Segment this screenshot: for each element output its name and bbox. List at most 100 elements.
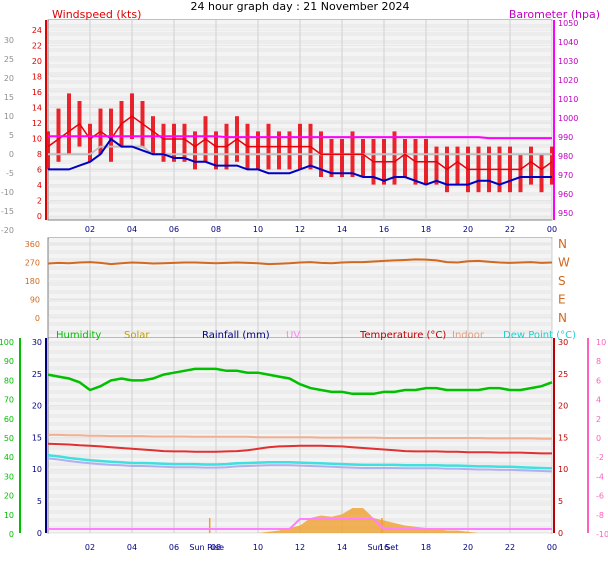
direction-tick-label: 0 [35, 314, 40, 323]
wind-tick-label: 22 [32, 42, 42, 51]
temp-tick-label: 15 [558, 433, 568, 442]
solar-label: Solar [124, 330, 150, 341]
compass-label: E [558, 293, 566, 307]
dewpoint-line [47, 454, 553, 470]
rain-tick-label: 15 [32, 433, 42, 442]
apparent-temperature-line [47, 457, 553, 473]
rain-tick-label: 10 [32, 465, 42, 474]
x-tick-label: 00 [547, 543, 557, 552]
wind-tick-label: 12 [32, 119, 42, 128]
wind-tick-label: 20 [32, 57, 42, 66]
wind-axis-label: Windspeed (kts) [52, 8, 141, 21]
pressure-axis-label: Barometer (hpa) [509, 8, 600, 21]
x-tick-label: 02 [85, 225, 95, 234]
rain-tick-label: 20 [32, 402, 42, 411]
wind-tick-label: 2 [37, 197, 42, 206]
uv-label: UV [286, 330, 300, 341]
outer-y-tick-label: 0 [9, 150, 14, 159]
x-tick-label: 06 [169, 543, 179, 552]
rain-tick-label: 5 [37, 497, 42, 506]
uv-tick-label: -10 [596, 530, 608, 539]
uv-tick-label: 2 [596, 415, 601, 424]
pressure-tick-label: 1030 [558, 57, 578, 66]
x-tick-label: 16 [379, 225, 389, 234]
pressure-tick-label: 990 [558, 133, 573, 142]
temperature-line [47, 442, 552, 455]
outer-y-tick-label: -10 [1, 188, 14, 197]
uv-tick-label: 6 [596, 376, 601, 385]
humidity-tick-label: 90 [4, 357, 14, 366]
compass-label: W [558, 256, 570, 270]
temp-tick-label: 5 [558, 497, 563, 506]
pressure-tick-label: 1010 [558, 95, 578, 104]
wind-tick-label: 24 [32, 26, 42, 35]
uv-tick-label: -4 [596, 472, 604, 481]
direction-tick-label: 270 [25, 259, 40, 268]
humidity-tick-label: 50 [4, 434, 14, 443]
outer-y-tick-label: 30 [4, 36, 14, 45]
dewpoint-label: Dew Point (°C) [503, 330, 576, 341]
humidity-label: Humidity [56, 330, 101, 341]
pressure-tick-label: 980 [558, 152, 573, 161]
compass-label: N [558, 311, 567, 325]
x-tick-label: 18 [421, 225, 431, 234]
uv-tick-label: 4 [596, 396, 601, 405]
pressure-tick-label: 1040 [558, 38, 578, 47]
wind-tick-label: 10 [32, 135, 42, 144]
indoor-label: Indoor [452, 330, 485, 341]
outer-y-tick-label: 20 [4, 74, 14, 83]
x-tick-label: 02 [85, 543, 95, 552]
outer-y-tick-label: -5 [6, 169, 14, 178]
humidity-tick-label: 20 [4, 492, 14, 501]
x-tick-label: 18 [421, 543, 431, 552]
compass-label: N [558, 237, 567, 251]
wind-tick-label: 8 [37, 150, 42, 159]
humidity-tick-label: 60 [4, 415, 14, 424]
rainfall-label: Rainfall (mm) [202, 330, 270, 341]
wind-direction-line [47, 258, 553, 266]
uv-tick-label: -8 [596, 511, 604, 520]
x-tick-label: 04 [127, 543, 137, 552]
uv-tick-label: 0 [596, 434, 601, 443]
outer-y-tick-label: -20 [1, 226, 14, 235]
pressure-tick-label: 950 [558, 209, 573, 218]
wind-tick-label: 14 [32, 104, 42, 113]
humidity-tick-label: 100 [0, 338, 14, 347]
x-tick-label: 00 [547, 225, 557, 234]
temperature-label: Temperature (°C) [359, 330, 446, 341]
outer-y-tick-label: 10 [4, 112, 14, 121]
temp-tick-label: 20 [558, 402, 568, 411]
x-tick-label: 04 [127, 225, 137, 234]
x-tick-label: 10 [253, 543, 263, 552]
uv-line [48, 518, 552, 530]
outer-y-tick-label: 15 [4, 93, 14, 102]
humidity-line [47, 367, 553, 396]
pressure-tick-label: 1050 [558, 19, 578, 28]
temp-tick-label: 25 [558, 370, 568, 379]
compass-label: S [558, 274, 566, 288]
chart-title: 24 hour graph day : 21 November 2024 [190, 0, 409, 13]
humidity-tick-label: 80 [4, 376, 14, 385]
humidity-tick-label: 30 [4, 472, 14, 481]
wind-tick-label: 4 [37, 181, 42, 190]
rain-tick-label: 0 [37, 529, 42, 538]
x-tick-label: 08 [211, 225, 221, 234]
sunset-label: Sun Set [367, 543, 398, 552]
humidity-tick-label: 0 [9, 530, 14, 539]
sunrise-label: Sun Rise [189, 543, 224, 552]
outer-y-tick-label: 25 [4, 55, 14, 64]
x-tick-label: 08 [211, 543, 221, 552]
x-tick-label: 20 [463, 543, 473, 552]
x-tick-label: 22 [505, 225, 515, 234]
direction-tick-label: 180 [25, 277, 40, 286]
uv-tick-label: -6 [596, 492, 604, 501]
uv-tick-label: -2 [596, 453, 604, 462]
direction-tick-label: 90 [30, 296, 40, 305]
outer-y-tick-label: -15 [1, 207, 14, 216]
indoor-temperature-line [48, 433, 552, 440]
humidity-tick-label: 70 [4, 396, 14, 405]
temp-tick-label: 0 [558, 529, 563, 538]
wind-average-line [48, 137, 552, 186]
x-tick-label: 10 [253, 225, 263, 234]
